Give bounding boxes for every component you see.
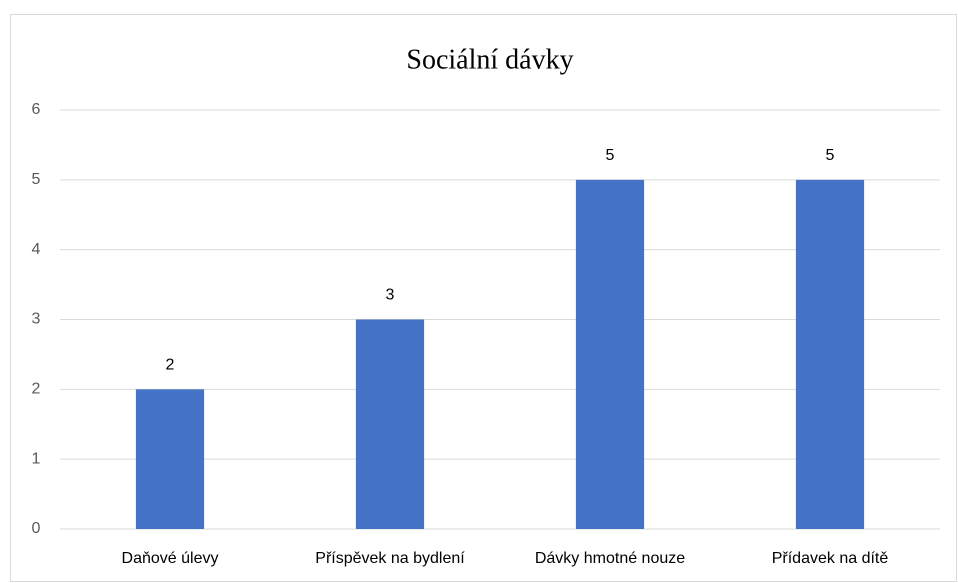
y-tick-label: 0: [32, 520, 41, 537]
chart-title: Sociální dávky: [406, 44, 573, 75]
data-label: 5: [826, 147, 835, 164]
bar: [355, 319, 425, 529]
data-label: 2: [166, 357, 175, 374]
y-tick-label: 5: [32, 171, 41, 188]
x-tick-label: Přídavek na dítě: [772, 550, 889, 567]
y-tick-label: 2: [32, 381, 41, 398]
x-tick-label: Dávky hmotné nouze: [535, 550, 685, 567]
y-tick-label: 4: [32, 241, 41, 258]
data-label: 3: [386, 287, 395, 304]
x-tick-label: Příspěvek na bydlení: [315, 550, 465, 567]
y-tick-label: 1: [32, 450, 41, 467]
y-tick-label: 3: [32, 311, 41, 328]
data-label: 5: [606, 147, 615, 164]
x-tick-label: Daňové úlevy: [122, 550, 219, 567]
y-tick-label: 6: [32, 101, 41, 118]
bar: [575, 179, 645, 530]
bar: [795, 179, 865, 530]
bar: [135, 389, 205, 529]
